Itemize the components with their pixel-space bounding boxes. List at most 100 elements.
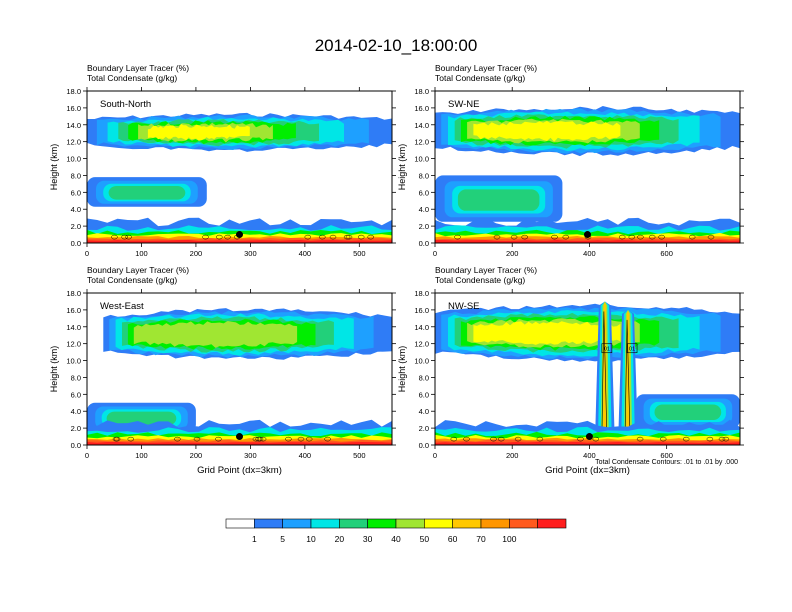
condensate-contour — [658, 234, 665, 240]
y-tick-label: 6.0 — [419, 188, 429, 197]
upper-layer-band — [473, 120, 621, 142]
colorbar-label: 100 — [502, 534, 516, 544]
condensate-contour — [592, 436, 600, 442]
x-axis-label: Grid Point (dx=3km) — [545, 465, 630, 476]
x-tick-label: 0 — [433, 249, 437, 258]
y-tick-label: 18.0 — [66, 87, 81, 96]
condensate-contour — [463, 436, 470, 442]
panels-group: Boundary Layer Tracer (%)Total Condensat… — [49, 63, 744, 476]
x-tick-label: 200 — [506, 249, 519, 258]
x-tick-label: 100 — [135, 451, 148, 460]
y-tick-label: 4.0 — [419, 407, 429, 416]
condensate-contour — [259, 436, 267, 442]
y-tick-label: 12.0 — [66, 138, 81, 147]
condensate-contour — [562, 234, 570, 240]
colorbar-swatch — [480, 518, 510, 529]
lower-layer-band — [654, 404, 722, 420]
y-tick-label: 16.0 — [414, 306, 429, 315]
lower-layer-band — [457, 189, 540, 211]
y-axis-label: Height (km) — [397, 346, 407, 393]
panel-subtitle-condensate: Total Condensate (g/kg) — [435, 275, 525, 285]
condensate-contour — [521, 234, 528, 240]
x-tick-label: 200 — [190, 451, 203, 460]
y-axis-label: Height (km) — [49, 144, 59, 191]
colorbar-swatch — [424, 518, 453, 529]
condensate-contour — [682, 436, 690, 442]
colorbar-swatch — [452, 518, 482, 529]
condensate-contour — [637, 234, 644, 240]
condensate-contour — [718, 436, 726, 442]
y-tick-label: 4.0 — [71, 205, 81, 214]
condensate-contour — [454, 234, 461, 240]
condensate-contour — [601, 311, 608, 438]
panel-nw-se: Boundary Layer Tracer (%)Total Condensat… — [397, 265, 744, 476]
colorbar-label: 20 — [335, 534, 345, 544]
y-tick-label: 14.0 — [414, 121, 429, 130]
y-tick-label: 0.0 — [71, 441, 81, 450]
condensate-contour — [127, 436, 135, 442]
boundary-layer-band — [435, 240, 740, 243]
condensate-contour — [255, 436, 262, 442]
panel-label: West-East — [100, 301, 144, 312]
y-tick-label: 2.0 — [419, 222, 429, 231]
panel-label: NW-SE — [448, 301, 480, 312]
y-tick-label: 18.0 — [414, 87, 429, 96]
x-tick-label: 400 — [299, 249, 312, 258]
x-tick-label: 500 — [353, 249, 366, 258]
contour-label: 01 — [604, 347, 610, 353]
y-axis-label: Height (km) — [397, 144, 407, 191]
condensate-contour — [193, 436, 201, 442]
condensate-contour — [125, 234, 132, 240]
condensate-contour — [510, 234, 518, 240]
condensate-contour — [215, 436, 222, 442]
y-tick-label: 18.0 — [66, 289, 81, 298]
y-tick-label: 8.0 — [71, 373, 81, 382]
condensate-contour — [628, 234, 636, 240]
condensate-contour — [285, 436, 292, 442]
condensate-contour — [202, 234, 209, 240]
plot-frame — [86, 90, 393, 244]
condensate-contour — [624, 319, 631, 438]
plot-area — [87, 91, 392, 243]
y-tick-label: 8.0 — [419, 373, 429, 382]
upper-layer-band — [133, 321, 298, 348]
colorbar-swatch — [310, 518, 340, 529]
colorbar-label: 10 — [306, 534, 316, 544]
y-tick-label: 0.0 — [419, 239, 429, 248]
condensate-contour — [536, 436, 544, 442]
y-tick-label: 2.0 — [71, 424, 81, 433]
y-tick-label: 14.0 — [66, 323, 81, 332]
y-tick-label: 6.0 — [71, 188, 81, 197]
y-tick-label: 0.0 — [71, 239, 81, 248]
x-tick-label: 300 — [244, 249, 257, 258]
y-tick-label: 12.0 — [414, 340, 429, 349]
x-tick-label: 400 — [583, 249, 596, 258]
condensate-contour — [357, 234, 365, 240]
condensate-contour — [618, 234, 626, 240]
y-tick-label: 10.0 — [66, 357, 81, 366]
panel-sw-ne: Boundary Layer Tracer (%)Total Condensat… — [397, 63, 744, 258]
colorbar-swatch — [509, 518, 538, 529]
condensate-contour — [551, 234, 558, 240]
colorbar-label: 5 — [280, 534, 285, 544]
location-marker — [584, 231, 591, 239]
x-tick-label: 0 — [85, 451, 89, 460]
plot-frame — [434, 292, 741, 446]
colorbar: 1 5 10 20 30 40 50 60 70 100 — [225, 518, 567, 544]
condensate-contour — [305, 436, 313, 442]
contour-note: Total Condensate Contours: .01 to .01 by… — [595, 459, 738, 466]
y-tick-label: 4.0 — [71, 407, 81, 416]
x-tick-label: 0 — [433, 451, 437, 460]
y-axis-label: Height (km) — [49, 346, 59, 393]
y-tick-label: 14.0 — [414, 323, 429, 332]
condensate-contour — [648, 234, 656, 240]
y-tick-label: 14.0 — [66, 121, 81, 130]
condensate-contour — [297, 436, 305, 442]
condensate-contour — [490, 436, 497, 442]
location-marker — [236, 433, 243, 441]
x-tick-label: 200 — [190, 249, 203, 258]
condensate-contour — [343, 234, 351, 240]
condensate-contour — [577, 436, 584, 442]
boundary-layer-band — [87, 442, 392, 445]
